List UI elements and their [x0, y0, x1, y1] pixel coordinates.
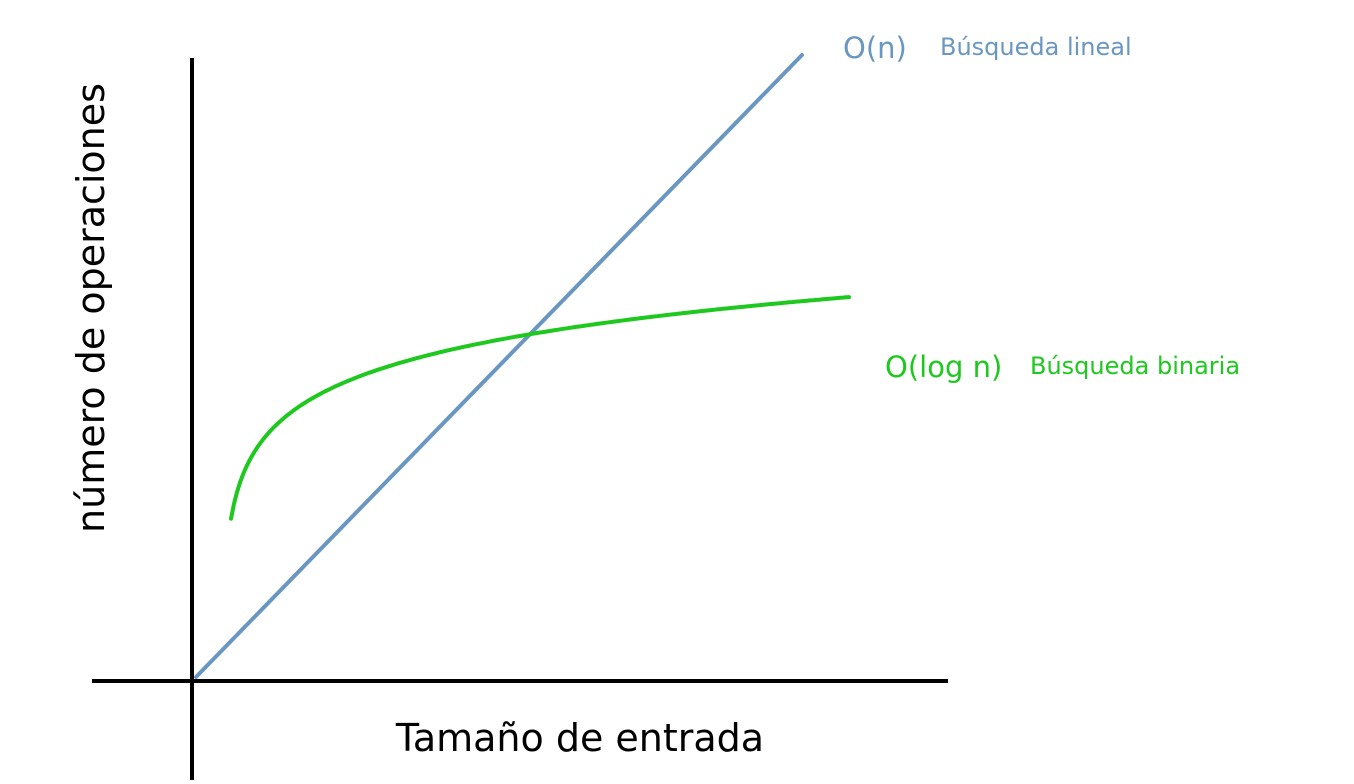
x-axis-title: Tamaño de entrada [395, 716, 764, 760]
y-axis-title: número de operaciones [69, 83, 113, 533]
series-label-linear: O(n) [843, 31, 907, 65]
series-label-logarithmic: O(log n) [885, 350, 1002, 384]
series-line-linear [194, 53, 804, 679]
series-description-linear: Búsqueda lineal [940, 33, 1132, 61]
series-description-logarithmic: Búsqueda binaria [1030, 352, 1240, 380]
series-line-logarithmic [229, 295, 851, 521]
